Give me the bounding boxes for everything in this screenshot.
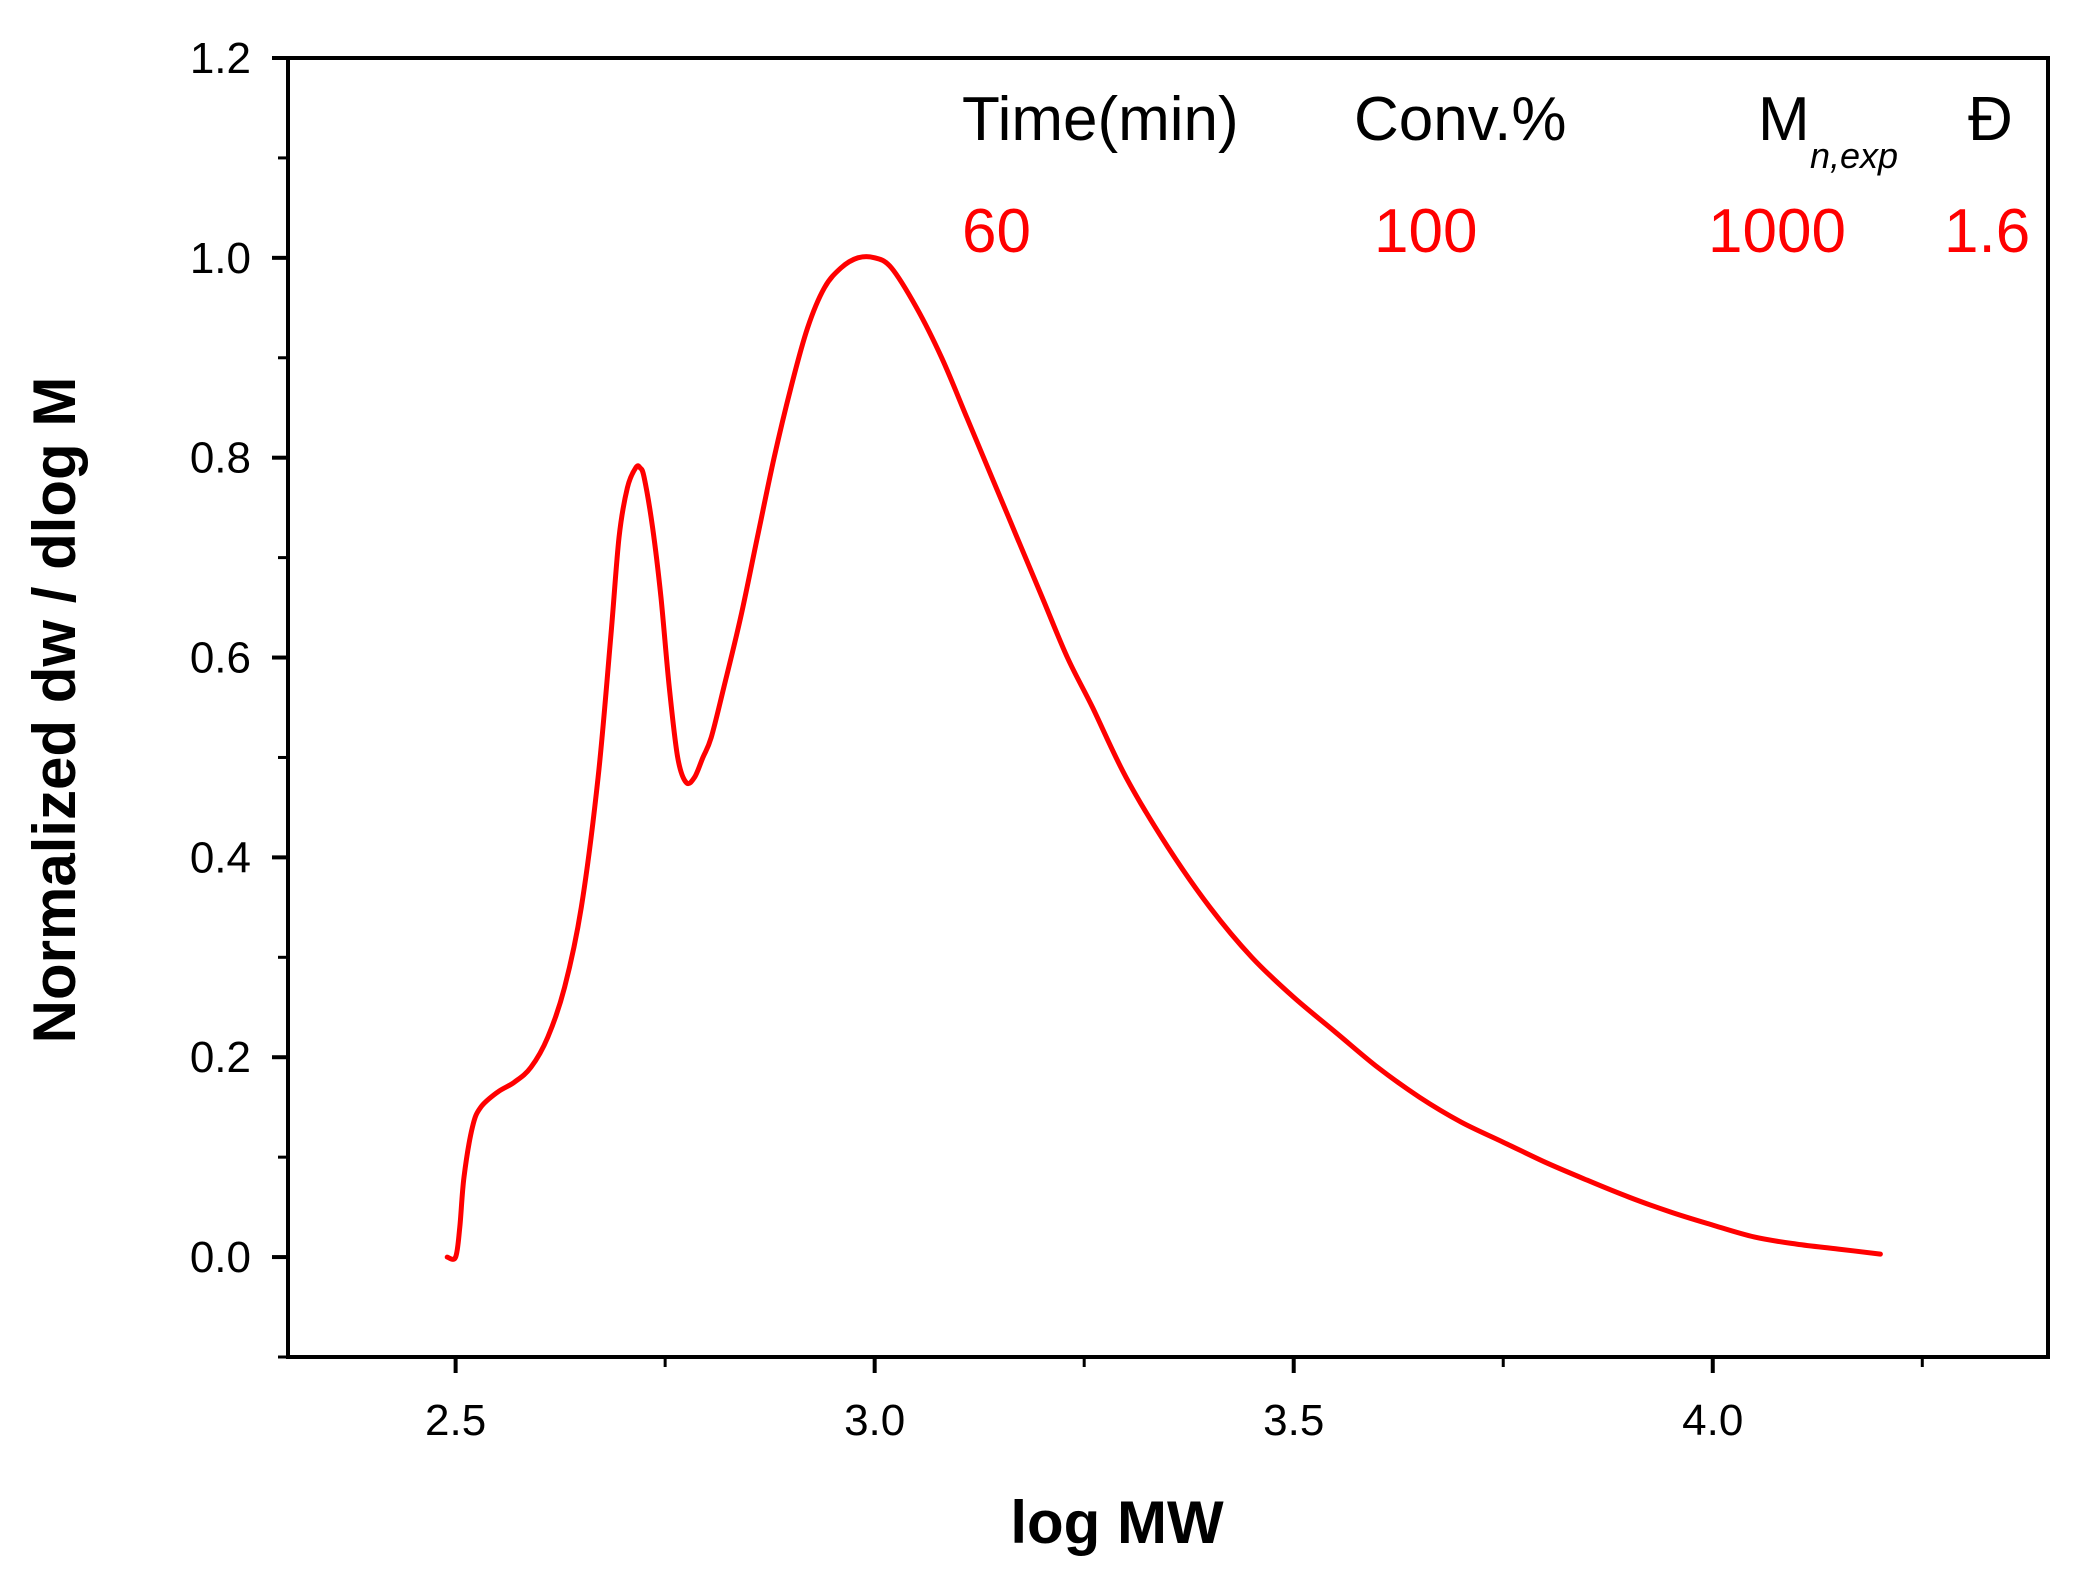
plot-frame xyxy=(286,56,2050,1359)
y-tick-label: 0.6 xyxy=(190,634,251,683)
x-axis-title: log MW xyxy=(1010,1489,1224,1556)
header-mn-subscript: n,exp xyxy=(1810,135,1898,176)
y-tick-label: 1.0 xyxy=(190,234,251,283)
x-tick-label: 4.0 xyxy=(1682,1396,1743,1445)
x-tick-label: 2.5 xyxy=(425,1396,486,1445)
y-tick-label: 1.2 xyxy=(190,34,251,83)
value-conversion: 100 xyxy=(1374,197,1477,266)
header-conversion: Conv.% xyxy=(1354,85,1567,154)
y-tick-label: 0.4 xyxy=(190,833,251,882)
annotation-table: Time(min) Conv.% M n,exp Đ 60 100 1000 1… xyxy=(962,85,2030,266)
value-time: 60 xyxy=(962,197,1031,266)
x-tick-label: 3.0 xyxy=(844,1396,905,1445)
y-tick-label: 0.0 xyxy=(190,1233,251,1282)
series-layer xyxy=(444,254,1883,1262)
value-mn: 1000 xyxy=(1708,197,1846,266)
header-mn-main: M xyxy=(1758,85,1810,154)
value-dispersity: 1.6 xyxy=(1944,197,2030,266)
y-tick-label: 0.2 xyxy=(190,1033,251,1082)
y-axis-title: Normalized dw / dlog M xyxy=(21,377,88,1044)
y-axis-ticks: 0.0 0.2 0.4 0.6 0.8 1.0 1.2 xyxy=(190,34,288,1359)
header-time: Time(min) xyxy=(962,85,1239,154)
series-line xyxy=(444,254,1883,1262)
x-axis-ticks: 2.5 3.0 3.5 4.0 xyxy=(425,1357,1924,1445)
y-tick-label: 0.8 xyxy=(190,434,251,483)
header-dispersity: Đ xyxy=(1968,85,2013,154)
x-tick-label: 3.5 xyxy=(1263,1396,1324,1445)
